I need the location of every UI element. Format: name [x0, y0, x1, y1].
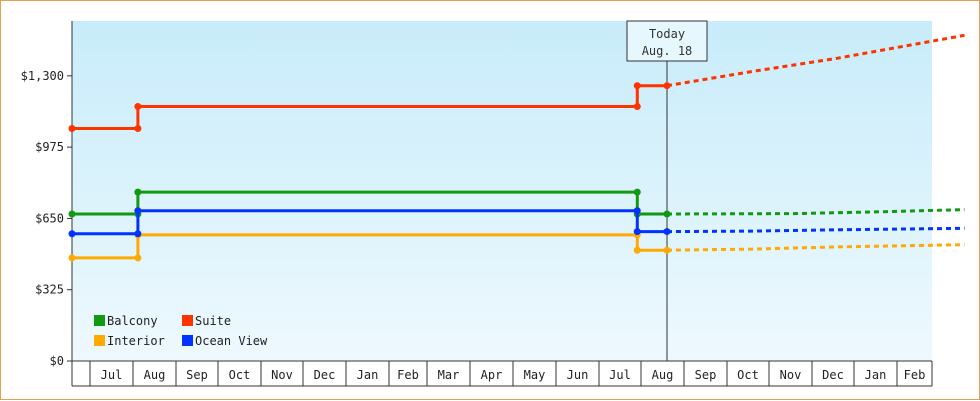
y-tick-label: $1,300: [21, 69, 64, 83]
balcony-point: [68, 210, 76, 218]
legend-label-interior: Interior: [107, 334, 165, 348]
ocean-view-point: [663, 228, 671, 236]
x-tick-label: Jul: [609, 368, 631, 382]
balcony-point: [633, 188, 641, 196]
series-lines: [68, 33, 965, 262]
legend-label-ocean-view: Ocean View: [195, 334, 268, 348]
x-tick-label: May: [524, 368, 546, 382]
x-tick-label: Nov: [271, 368, 293, 382]
interior-forecast-line: [666, 243, 965, 252]
legend-label-balcony: Balcony: [107, 314, 158, 328]
suite-point: [134, 103, 142, 111]
x-tick-label: Apr: [481, 368, 503, 382]
ocean-view-forecast-line: [666, 226, 965, 234]
ocean-view-point: [68, 230, 76, 238]
today-date: Aug. 18: [642, 44, 693, 58]
x-tick-label: Jan: [357, 368, 379, 382]
interior-point: [134, 254, 142, 262]
suite-point: [68, 124, 76, 132]
balcony-forecast-line: [666, 208, 965, 216]
today-box: [626, 20, 708, 62]
y-tick-label: $325: [35, 283, 64, 297]
interior-line: [72, 233, 667, 260]
balcony-point: [134, 188, 142, 196]
suite-line: [72, 84, 667, 130]
interior-point: [663, 246, 671, 254]
suite-point: [633, 103, 641, 111]
y-tick-label: $650: [35, 211, 64, 225]
x-tick-label: Dec: [822, 368, 844, 382]
interior-point: [633, 246, 641, 254]
x-tick-label: Jul: [101, 368, 123, 382]
x-tick-label: Aug: [144, 368, 166, 382]
x-tick-label: Feb: [397, 368, 419, 382]
x-tick-label: Oct: [229, 368, 251, 382]
x-tick-label: Aug: [652, 368, 674, 382]
x-tick-label: Oct: [737, 368, 759, 382]
x-tick-label: Nov: [780, 368, 802, 382]
suite-point: [134, 124, 142, 132]
interior-point: [68, 254, 76, 262]
x-tick-label: Feb: [904, 368, 926, 382]
x-tick-label: Sep: [186, 368, 208, 382]
x-tick-label: Jan: [865, 368, 887, 382]
x-tick-label: Mar: [438, 368, 460, 382]
suite-point: [663, 82, 671, 90]
legend-swatch-interior: [94, 335, 105, 346]
y-axis: $0 $325 $650 $975 $1,300: [21, 21, 73, 368]
y-tick-label: $975: [35, 140, 64, 154]
ocean-view-point: [633, 228, 641, 236]
x-tick-label: Dec: [314, 368, 336, 382]
balcony-point: [663, 210, 671, 218]
x-axis: Jul Aug Sep Oct Nov Dec Jan Feb Mar Apr May Jun Jul A…: [71, 360, 933, 387]
legend-label-suite: Suite: [195, 314, 231, 328]
x-tick-label: Jun: [567, 368, 589, 382]
y-tick-label: $0: [50, 354, 64, 368]
legend: Balcony Suite Interior Ocean View: [94, 314, 268, 348]
balcony-line: [72, 190, 667, 216]
legend-swatch-balcony: [94, 315, 105, 326]
x-tick-label: Sep: [695, 368, 717, 382]
ocean-view-point: [134, 230, 142, 238]
legend-swatch-suite: [182, 315, 193, 326]
ocean-view-point: [633, 207, 641, 215]
suite-forecast-line: [666, 33, 965, 88]
ocean-view-line: [72, 209, 667, 236]
today-label: Today: [649, 27, 685, 41]
suite-point: [633, 82, 641, 90]
legend-swatch-ocean-view: [182, 335, 193, 346]
ocean-view-point: [134, 207, 142, 215]
